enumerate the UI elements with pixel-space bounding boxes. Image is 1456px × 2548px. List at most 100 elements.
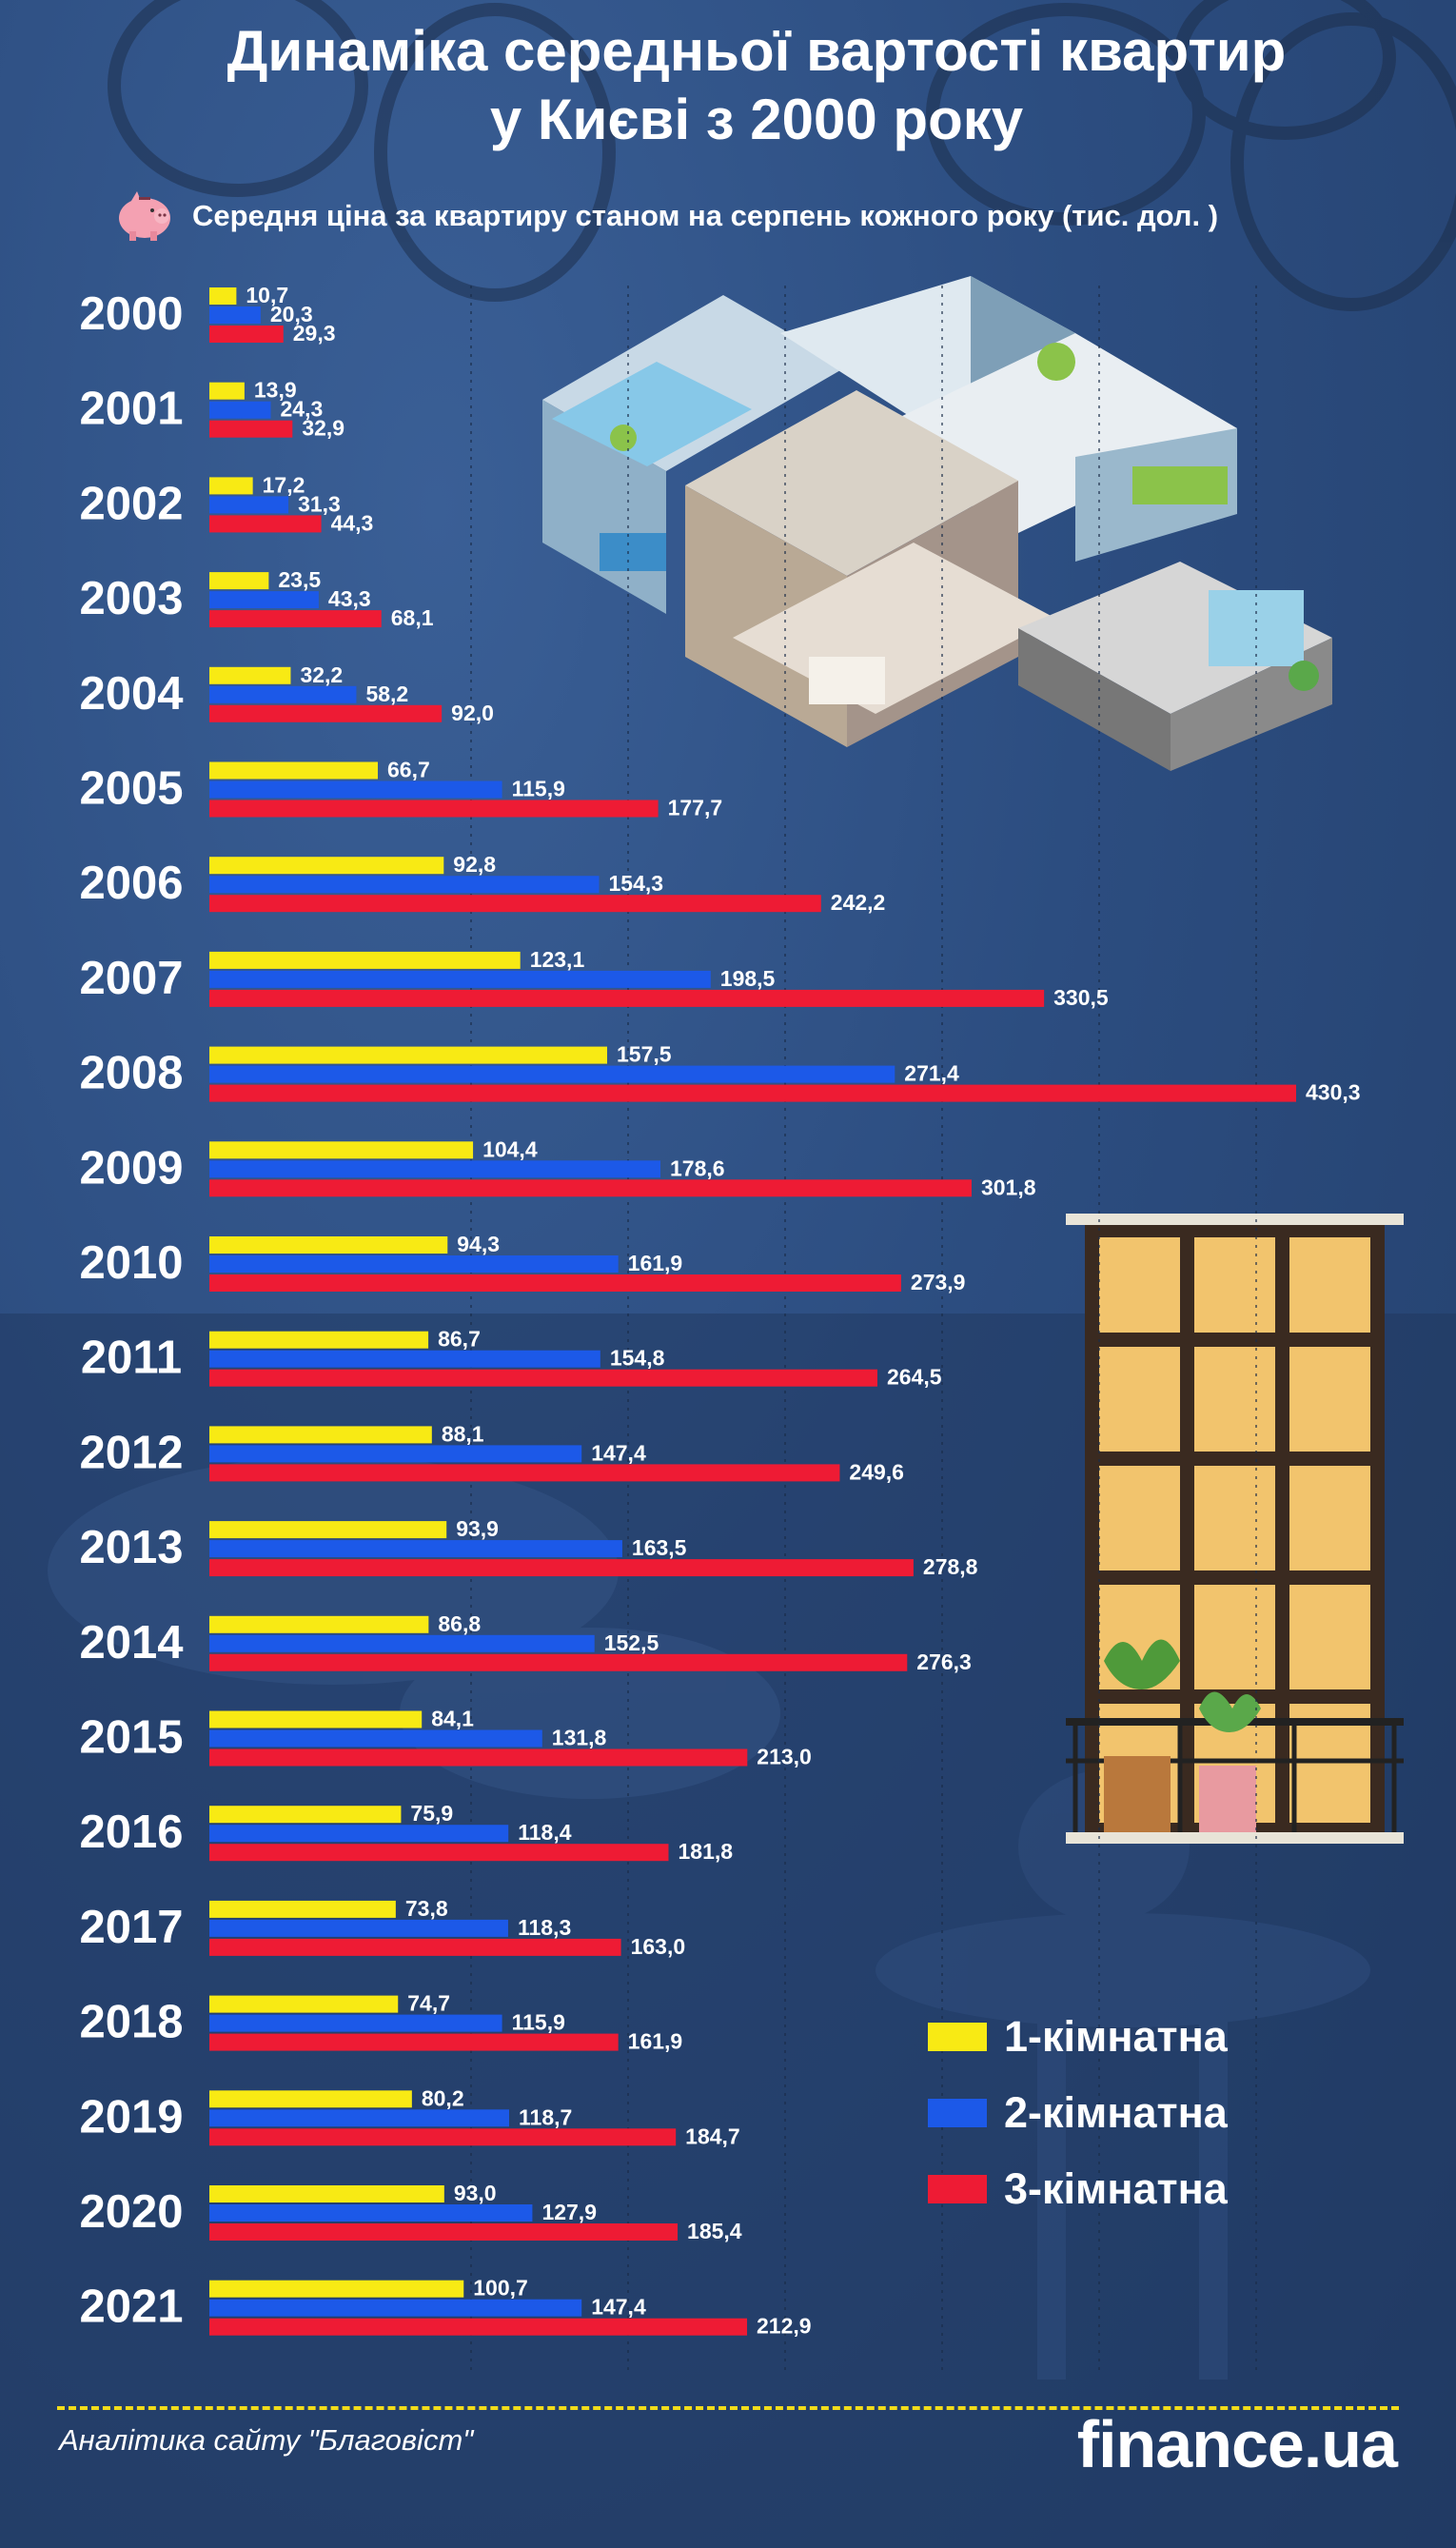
data-label: 58,2 [365, 681, 408, 706]
data-label: 147,4 [591, 2295, 646, 2320]
year-label: 2011 [81, 1333, 182, 1384]
bar [209, 1236, 448, 1254]
bar [209, 1141, 474, 1159]
bar [209, 1710, 423, 1728]
data-label: 44,3 [331, 510, 374, 535]
year-label: 2021 [79, 2281, 183, 2333]
year-label: 2020 [79, 2186, 183, 2238]
bar [209, 2109, 510, 2127]
legend-swatch [928, 2023, 987, 2051]
bar [209, 2033, 619, 2051]
data-label: 92,8 [453, 852, 496, 877]
data-label: 13,9 [254, 378, 297, 403]
data-label: 271,4 [904, 1061, 959, 1086]
data-label: 94,3 [457, 1232, 500, 1256]
bar [209, 1615, 429, 1633]
bar [209, 1900, 396, 1918]
data-label: 23,5 [278, 567, 321, 592]
legend: 1-кімнатна 2-кімнатна 3-кімнатна [928, 1999, 1228, 2227]
bar [209, 1748, 748, 1767]
data-label: 213,0 [757, 1745, 812, 1769]
data-label: 161,9 [628, 2029, 683, 2054]
data-label: 178,6 [670, 1155, 725, 1180]
bar [209, 1331, 429, 1349]
year-label: 2010 [79, 1237, 183, 1289]
bar [209, 591, 319, 609]
source-credit: Аналітика сайту "Благовіст" [59, 2423, 474, 2457]
bar [209, 1806, 402, 1824]
data-label: 115,9 [512, 777, 565, 801]
bar [209, 1919, 508, 1937]
data-label: 88,1 [442, 1421, 484, 1446]
year-label: 2001 [79, 384, 183, 435]
data-label: 430,3 [1306, 1080, 1361, 1105]
legend-label: 1-кімнатна [1004, 2012, 1228, 2061]
year-label: 2012 [79, 1427, 183, 1478]
year-label: 2003 [79, 573, 183, 624]
bar [209, 989, 1045, 1007]
data-label: 154,3 [609, 871, 664, 896]
bar [209, 1179, 972, 1197]
page-title: Динаміка середньої вартості квартир у Ки… [0, 17, 1456, 154]
bar [209, 382, 245, 400]
bar [209, 2185, 444, 2202]
data-label: 131,8 [552, 1726, 607, 1750]
year-label: 2013 [79, 1522, 183, 1573]
bar [209, 1369, 877, 1387]
bar [209, 477, 253, 495]
data-label: 264,5 [887, 1365, 942, 1390]
data-label: 66,7 [387, 758, 430, 782]
data-label: 184,7 [685, 2123, 740, 2148]
year-label: 2017 [79, 1902, 183, 1953]
bar [209, 2280, 464, 2298]
data-label: 32,2 [300, 662, 343, 687]
year-label: 2004 [79, 668, 183, 720]
bar [209, 1559, 914, 1577]
bar [209, 287, 237, 305]
bar [209, 1634, 595, 1652]
data-label: 118,3 [518, 1915, 571, 1940]
data-label: 84,1 [431, 1707, 474, 1731]
data-label: 161,9 [628, 1251, 683, 1275]
legend-swatch [928, 2175, 987, 2203]
data-label: 301,8 [981, 1175, 1036, 1199]
bar [209, 1445, 582, 1463]
data-label: 163,5 [632, 1535, 687, 1560]
bar [209, 1065, 895, 1083]
title-line-2: у Києві з 2000 року [489, 88, 1024, 151]
data-label: 127,9 [541, 2200, 597, 2224]
bar [209, 1844, 669, 1862]
year-label: 2000 [79, 288, 183, 340]
bar [209, 857, 444, 875]
footer-divider [57, 2406, 1399, 2410]
bar [209, 2299, 582, 2317]
data-label: 118,7 [519, 2104, 572, 2129]
data-label: 29,3 [293, 321, 336, 346]
bar [209, 1046, 607, 1064]
data-label: 73,8 [405, 1896, 448, 1921]
bar [209, 1825, 509, 1843]
legend-swatch [928, 2099, 987, 2127]
bar [209, 1084, 1296, 1102]
bar [209, 1653, 908, 1671]
bar [209, 1160, 660, 1178]
data-label: 86,7 [438, 1327, 481, 1352]
data-label: 74,7 [407, 1991, 450, 2016]
data-label: 276,3 [916, 1649, 972, 1674]
legend-item: 1-кімнатна [928, 1999, 1228, 2075]
year-label: 2008 [79, 1048, 183, 1099]
bar [209, 572, 269, 590]
year-label: 2007 [79, 953, 183, 1004]
data-label: 118,4 [518, 1820, 571, 1845]
bar [209, 761, 379, 780]
bar [209, 1426, 432, 1444]
chart-subtitle: Середня ціна за квартиру станом на серпе… [192, 199, 1219, 232]
piggy-bank-icon [119, 191, 170, 241]
brand-logo: finance.ua [1076, 2407, 1398, 2481]
year-label: 2002 [79, 478, 183, 529]
data-label: 93,0 [454, 2181, 497, 2205]
bar [209, 420, 293, 438]
bar [209, 2223, 679, 2241]
